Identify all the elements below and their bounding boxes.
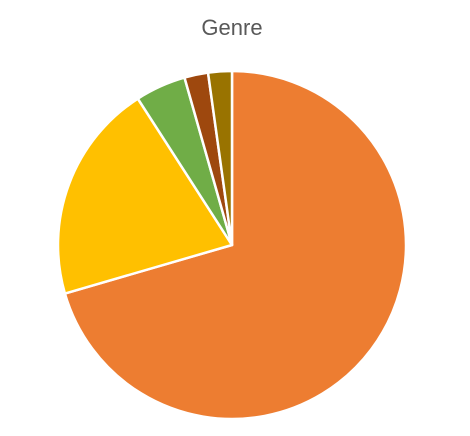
pie-slice (206, 69, 234, 247)
chart-title: Genre (201, 15, 262, 40)
pie-slice (56, 97, 234, 295)
pie-slice (63, 69, 408, 421)
